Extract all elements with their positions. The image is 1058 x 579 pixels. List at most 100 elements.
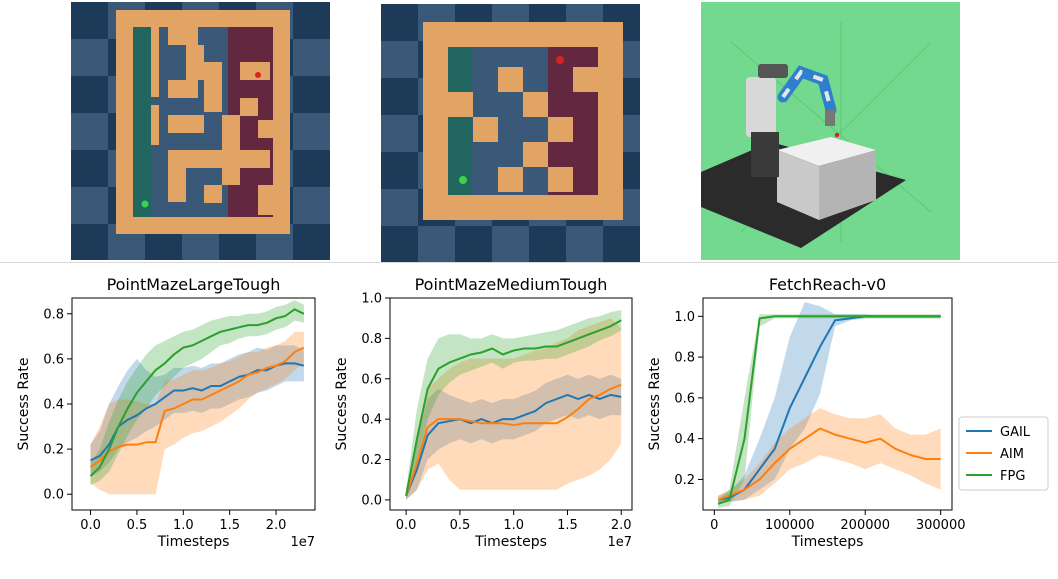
- floor-tile: [71, 187, 109, 225]
- y-tick-label: 1.0: [361, 292, 382, 307]
- floor-tile: [293, 224, 330, 260]
- axes-frame: [702, 297, 953, 511]
- series-line-fpg: [717, 315, 941, 505]
- floor-tile: [529, 226, 567, 262]
- floor-tile: [71, 39, 109, 77]
- x-tick-label: 1.0: [173, 518, 194, 533]
- floor-tile: [381, 189, 419, 227]
- y-axis-label: Success Rate: [16, 358, 32, 451]
- series-line-aim: [89, 346, 305, 468]
- y-tick-label: 0.2: [361, 453, 382, 468]
- legend-label-gail: GAIL: [1000, 425, 1031, 440]
- maze-wall: [168, 115, 204, 133]
- series-line-gail: [90, 362, 305, 462]
- x-tick-label: 200000: [840, 518, 890, 533]
- maze-wall: [186, 150, 226, 168]
- floor-tile: [71, 224, 109, 260]
- maze-wall: [222, 115, 240, 185]
- maze-wall: [473, 117, 498, 142]
- floor-tile: [566, 226, 604, 262]
- robot-body: [746, 77, 776, 137]
- maze-wall: [186, 45, 204, 80]
- floor-tile: [455, 226, 493, 262]
- y-tick-label: 0.4: [361, 413, 382, 428]
- x-tick-label: 2.0: [611, 518, 632, 533]
- maze-wall: [168, 80, 198, 98]
- x-offset-label: 1e7: [290, 535, 315, 550]
- robot-head: [758, 64, 788, 78]
- maze-wall: [204, 185, 222, 203]
- floor-tile: [293, 187, 330, 225]
- floor-tile: [71, 113, 109, 151]
- x-tick-label: 1.5: [219, 518, 240, 533]
- plot-area: [405, 310, 622, 500]
- floor-tile: [293, 76, 330, 114]
- maze-wall: [498, 167, 523, 192]
- start-point: [141, 200, 149, 208]
- maze-wall: [258, 120, 286, 138]
- maze-wall: [523, 142, 548, 167]
- y-tick-label: 0.8: [674, 351, 695, 366]
- x-tick-label: 1.0: [503, 518, 524, 533]
- table-side: [819, 150, 876, 220]
- x-offset-label: 1e7: [607, 535, 632, 550]
- band-gail: [406, 374, 622, 500]
- floor-tile: [381, 226, 419, 262]
- goal-point: [556, 56, 564, 64]
- maze-wall: [498, 67, 523, 92]
- floor-tile: [381, 41, 419, 79]
- x-tick-label: 0.5: [450, 518, 471, 533]
- maze-wall: [523, 92, 548, 117]
- x-axis-label: Timesteps: [474, 534, 547, 550]
- maze-wall: [168, 27, 198, 45]
- x-tick-label: 2.0: [266, 518, 287, 533]
- x-tick-label: 300000: [916, 518, 965, 533]
- goal-point: [255, 72, 261, 78]
- series-line-gail: [405, 393, 622, 497]
- maze-wall: [240, 150, 270, 168]
- separator-line: [0, 262, 1058, 263]
- floor-tile: [603, 226, 640, 262]
- pointmaze-large-tough-render: [71, 2, 330, 260]
- floor-tile: [293, 39, 330, 77]
- band-aim: [406, 318, 622, 500]
- floor-tile: [381, 78, 419, 116]
- series-line-aim: [717, 427, 941, 501]
- x-tick-label: 0: [710, 518, 718, 533]
- maze-wall: [151, 105, 159, 145]
- start-point: [459, 176, 467, 184]
- table-top: [777, 137, 876, 166]
- robot-arm-joint: [781, 69, 833, 111]
- fetchreach-render: [701, 2, 960, 260]
- band-fpg: [90, 300, 304, 486]
- robot-base: [751, 132, 779, 177]
- plot-area: [89, 300, 305, 495]
- floor-tile: [293, 150, 330, 188]
- robot-gripper: [825, 110, 835, 126]
- y-tick-label: 0.6: [361, 372, 382, 387]
- chart-title: FetchReach-v0: [769, 275, 886, 294]
- maze-wall: [448, 92, 473, 117]
- y-tick-label: 0.8: [43, 307, 64, 322]
- chart-fetchreach: FetchReach-v0 0 100000 200000 300000 0.2 0.4 0.…: [647, 275, 965, 550]
- chart-title: PointMazeLargeTough: [107, 275, 281, 294]
- maze-wall: [573, 67, 598, 92]
- y-tick-label: 0.6: [674, 391, 695, 406]
- plot-area: [717, 302, 941, 508]
- floor-tile: [293, 113, 330, 151]
- band-gail: [718, 302, 941, 504]
- floor-tile: [381, 152, 419, 190]
- chart-pointmaze-medium-tough: PointMazeMediumTough 0.0 0.5 1.0 1.5 2.0 0.0 0.…: [334, 275, 633, 550]
- x-axis-label: Timesteps: [157, 534, 230, 550]
- maze-wall: [548, 117, 573, 142]
- y-axis-label: Success Rate: [647, 358, 663, 451]
- table-front: [777, 150, 819, 220]
- floor-tile: [381, 115, 419, 153]
- band-gail: [90, 345, 304, 477]
- axes-frame: [389, 297, 633, 511]
- band-aim: [718, 408, 941, 504]
- y-tick-label: 1.0: [674, 310, 695, 325]
- legend-label-aim: AIM: [1000, 447, 1024, 462]
- y-axis-label: Success Rate: [334, 358, 350, 451]
- floor-tile: [492, 226, 530, 262]
